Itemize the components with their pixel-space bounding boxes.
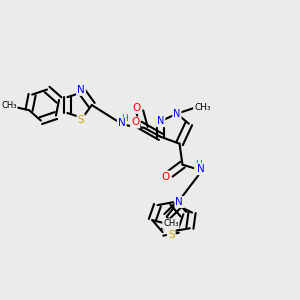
Text: N: N xyxy=(196,164,204,174)
Text: CH₃: CH₃ xyxy=(1,101,17,110)
Text: CH₃: CH₃ xyxy=(163,219,178,228)
Text: H: H xyxy=(195,160,202,169)
Text: H: H xyxy=(122,114,128,123)
Text: O: O xyxy=(133,103,141,113)
Text: N: N xyxy=(118,118,126,128)
Text: O: O xyxy=(161,172,169,182)
Text: O: O xyxy=(131,117,139,128)
Text: N: N xyxy=(173,109,181,119)
Text: CH₃: CH₃ xyxy=(194,103,211,112)
Text: N: N xyxy=(176,197,183,207)
Text: N: N xyxy=(77,85,85,95)
Text: N: N xyxy=(157,116,164,126)
Text: S: S xyxy=(168,230,175,240)
Text: S: S xyxy=(78,115,84,125)
